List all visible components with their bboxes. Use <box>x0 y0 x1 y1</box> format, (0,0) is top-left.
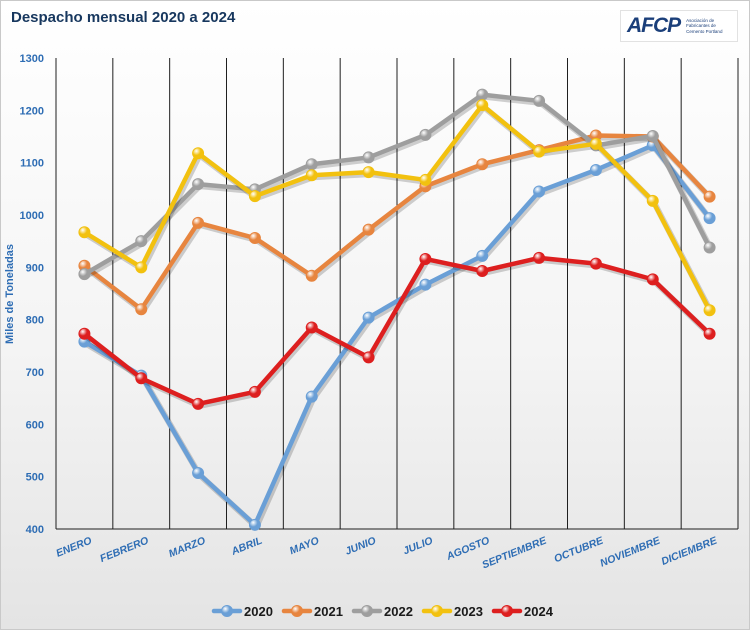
x-tick-label: JUNIO <box>343 535 377 558</box>
series-line-2024 <box>82 255 712 407</box>
legend-marker-2024 <box>501 605 513 617</box>
data-point-2024 <box>476 264 489 277</box>
data-point-2020 <box>248 518 261 531</box>
y-tick-label: 900 <box>26 262 44 274</box>
data-point-2023 <box>646 194 659 207</box>
x-tick-label: ABRIL <box>229 535 264 559</box>
y-tick-label: 400 <box>26 524 44 536</box>
legend-marker-2021 <box>291 605 303 617</box>
data-point-2021 <box>192 216 205 229</box>
logo-text: AFCP <box>627 14 681 37</box>
data-point-2023 <box>135 261 148 274</box>
legend-label-2020: 2020 <box>244 604 273 619</box>
data-point-2023 <box>476 99 489 112</box>
y-tick-label: 600 <box>26 419 44 431</box>
x-tick-label: SEPTIEMBRE <box>480 534 549 571</box>
data-point-2024 <box>419 252 432 265</box>
data-point-2020 <box>703 212 716 225</box>
data-point-2022 <box>646 129 659 142</box>
data-point-2022 <box>362 151 375 164</box>
data-point-2024 <box>248 385 261 398</box>
x-tick-label: MAYO <box>288 535 321 558</box>
y-tick-label: 1300 <box>20 53 44 65</box>
data-point-2022 <box>419 128 432 141</box>
data-point-2022 <box>703 241 716 254</box>
legend-label-2023: 2023 <box>454 604 483 619</box>
data-point-2023 <box>78 226 91 239</box>
data-point-2022 <box>533 94 546 107</box>
series-line-2023 <box>82 102 712 313</box>
data-point-2022 <box>305 158 318 171</box>
legend-label-2024: 2024 <box>524 604 554 619</box>
data-point-2021 <box>135 303 148 316</box>
y-tick-label: 1200 <box>20 105 44 117</box>
logo-mark: AFCP <box>627 14 681 38</box>
legend: 2020 2021 2022 2023 2024 <box>211 604 554 619</box>
grid-layer <box>55 58 739 530</box>
series-line-2020 <box>82 143 712 528</box>
chart-title: Despacho mensual 2020 a 2024 <box>11 9 236 26</box>
data-point-2020 <box>533 185 546 198</box>
legend-label-2021: 2021 <box>314 604 343 619</box>
data-point-2023 <box>419 173 432 186</box>
x-tick-label: FEBRERO <box>98 535 150 565</box>
logo-subtitle: Asociación de Fabricantes de Cemento Por… <box>686 17 723 34</box>
series-layer <box>78 88 716 531</box>
data-point-2021 <box>305 269 318 282</box>
data-point-2020 <box>476 249 489 262</box>
x-tick-label: NOVIEMBRE <box>598 534 662 569</box>
data-point-2021 <box>476 158 489 171</box>
data-point-2023 <box>248 190 261 203</box>
data-point-2024 <box>703 327 716 340</box>
y-tick-label: 1000 <box>20 210 44 222</box>
series-line-2022 <box>82 92 712 277</box>
data-point-2024 <box>192 397 205 410</box>
afcp-logo: AFCP Asociación de Fabricantes de Cement… <box>620 10 738 42</box>
data-point-2024 <box>135 372 148 385</box>
data-point-2024 <box>533 251 546 264</box>
data-point-2020 <box>419 278 432 291</box>
data-point-2022 <box>78 268 91 281</box>
data-point-2020 <box>589 163 602 176</box>
data-point-2023 <box>703 304 716 317</box>
data-point-2020 <box>192 467 205 480</box>
data-point-2021 <box>703 190 716 203</box>
y-tick-label: 800 <box>26 315 44 327</box>
legend-label-2022: 2022 <box>384 604 413 619</box>
y-tick-label: 500 <box>26 472 44 484</box>
data-point-2024 <box>646 273 659 286</box>
data-point-2020 <box>362 311 375 324</box>
data-point-2021 <box>248 232 261 245</box>
data-point-2024 <box>305 321 318 334</box>
legend-marker-2022 <box>361 605 373 617</box>
data-point-2024 <box>78 327 91 340</box>
series-line-2021 <box>82 133 712 312</box>
legend-marker-2023 <box>431 605 443 617</box>
y-tick-label: 1100 <box>20 158 44 170</box>
data-point-2023 <box>533 145 546 158</box>
data-point-2024 <box>362 351 375 364</box>
y-axis-title: Miles de Toneladas <box>4 244 16 344</box>
data-point-2024 <box>589 257 602 270</box>
series-shadow-2024 <box>84 256 714 409</box>
data-point-2023 <box>589 137 602 150</box>
data-point-2023 <box>362 166 375 179</box>
y-tick-label: 700 <box>26 367 44 379</box>
data-point-2022 <box>476 88 489 101</box>
data-point-2023 <box>305 169 318 182</box>
x-tick-label: JULIO <box>401 535 434 558</box>
x-tick-label: OCTUBRE <box>552 534 606 565</box>
x-tick-label: MARZO <box>167 535 207 561</box>
data-point-2020 <box>305 390 318 403</box>
data-point-2021 <box>362 223 375 236</box>
x-tick-label: DICIEMBRE <box>660 534 720 568</box>
data-point-2022 <box>135 235 148 248</box>
legend-marker-2020 <box>221 605 233 617</box>
x-tick-label: ENERO <box>54 535 93 560</box>
data-point-2023 <box>192 147 205 160</box>
data-point-2022 <box>192 178 205 191</box>
